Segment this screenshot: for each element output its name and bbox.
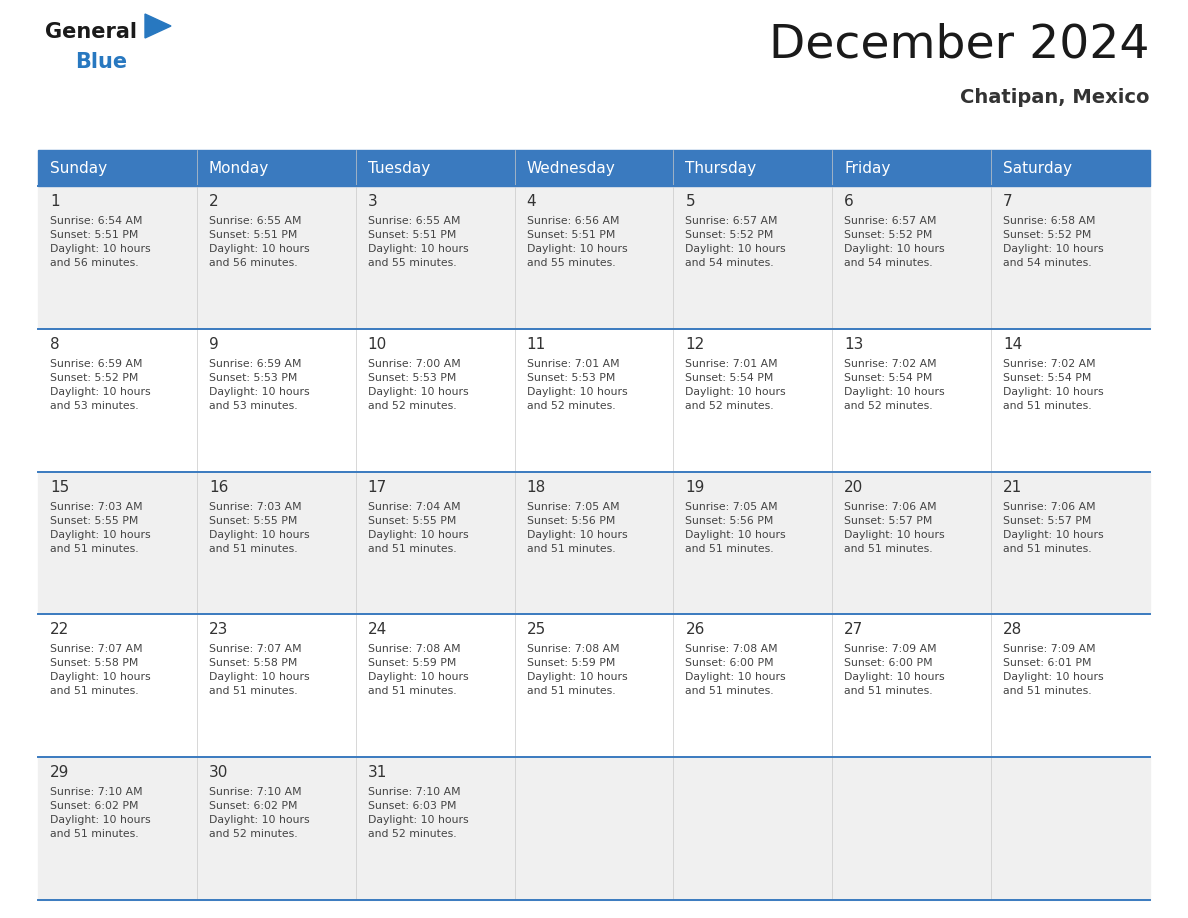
Text: 8: 8 [50,337,59,352]
Text: Blue: Blue [75,52,127,72]
Text: Sunrise: 7:05 AM
Sunset: 5:56 PM
Daylight: 10 hours
and 51 minutes.: Sunrise: 7:05 AM Sunset: 5:56 PM Dayligh… [685,501,786,554]
Text: Sunrise: 7:08 AM
Sunset: 5:59 PM
Daylight: 10 hours
and 51 minutes.: Sunrise: 7:08 AM Sunset: 5:59 PM Dayligh… [368,644,468,697]
Text: Sunrise: 6:54 AM
Sunset: 5:51 PM
Daylight: 10 hours
and 56 minutes.: Sunrise: 6:54 AM Sunset: 5:51 PM Dayligh… [50,216,151,268]
Text: Sunrise: 7:03 AM
Sunset: 5:55 PM
Daylight: 10 hours
and 51 minutes.: Sunrise: 7:03 AM Sunset: 5:55 PM Dayligh… [209,501,310,554]
Text: 24: 24 [368,622,387,637]
Text: 29: 29 [50,766,69,780]
Text: 26: 26 [685,622,704,637]
Text: 25: 25 [526,622,545,637]
Text: Sunrise: 7:00 AM
Sunset: 5:53 PM
Daylight: 10 hours
and 52 minutes.: Sunrise: 7:00 AM Sunset: 5:53 PM Dayligh… [368,359,468,410]
Text: Sunrise: 6:56 AM
Sunset: 5:51 PM
Daylight: 10 hours
and 55 minutes.: Sunrise: 6:56 AM Sunset: 5:51 PM Dayligh… [526,216,627,268]
Bar [38,186,1150,329]
Text: 30: 30 [209,766,228,780]
Text: 27: 27 [845,622,864,637]
Text: Sunrise: 6:59 AM
Sunset: 5:53 PM
Daylight: 10 hours
and 53 minutes.: Sunrise: 6:59 AM Sunset: 5:53 PM Dayligh… [209,359,310,410]
Text: Sunrise: 6:57 AM
Sunset: 5:52 PM
Daylight: 10 hours
and 54 minutes.: Sunrise: 6:57 AM Sunset: 5:52 PM Dayligh… [845,216,944,268]
Bar [38,472,1150,614]
Text: 10: 10 [368,337,387,352]
Text: Sunrise: 7:06 AM
Sunset: 5:57 PM
Daylight: 10 hours
and 51 minutes.: Sunrise: 7:06 AM Sunset: 5:57 PM Dayligh… [1003,501,1104,554]
Text: Sunday: Sunday [50,161,107,175]
Text: Sunrise: 7:03 AM
Sunset: 5:55 PM
Daylight: 10 hours
and 51 minutes.: Sunrise: 7:03 AM Sunset: 5:55 PM Dayligh… [50,501,151,554]
Text: Sunrise: 7:09 AM
Sunset: 6:00 PM
Daylight: 10 hours
and 51 minutes.: Sunrise: 7:09 AM Sunset: 6:00 PM Dayligh… [845,644,944,697]
Text: Sunrise: 7:05 AM
Sunset: 5:56 PM
Daylight: 10 hours
and 51 minutes.: Sunrise: 7:05 AM Sunset: 5:56 PM Dayligh… [526,501,627,554]
Text: 16: 16 [209,479,228,495]
Text: December 2024: December 2024 [770,22,1150,67]
Text: Sunrise: 6:55 AM
Sunset: 5:51 PM
Daylight: 10 hours
and 55 minutes.: Sunrise: 6:55 AM Sunset: 5:51 PM Dayligh… [368,216,468,268]
Text: 20: 20 [845,479,864,495]
Text: Friday: Friday [845,161,891,175]
Text: Sunrise: 7:02 AM
Sunset: 5:54 PM
Daylight: 10 hours
and 51 minutes.: Sunrise: 7:02 AM Sunset: 5:54 PM Dayligh… [1003,359,1104,410]
Text: Tuesday: Tuesday [368,161,430,175]
Text: Wednesday: Wednesday [526,161,615,175]
Text: Sunrise: 7:06 AM
Sunset: 5:57 PM
Daylight: 10 hours
and 51 minutes.: Sunrise: 7:06 AM Sunset: 5:57 PM Dayligh… [845,501,944,554]
Text: Sunrise: 7:01 AM
Sunset: 5:53 PM
Daylight: 10 hours
and 52 minutes.: Sunrise: 7:01 AM Sunset: 5:53 PM Dayligh… [526,359,627,410]
Text: Sunrise: 7:01 AM
Sunset: 5:54 PM
Daylight: 10 hours
and 52 minutes.: Sunrise: 7:01 AM Sunset: 5:54 PM Dayligh… [685,359,786,410]
Bar [38,614,1150,757]
Text: Sunrise: 7:02 AM
Sunset: 5:54 PM
Daylight: 10 hours
and 52 minutes.: Sunrise: 7:02 AM Sunset: 5:54 PM Dayligh… [845,359,944,410]
Text: Sunrise: 7:08 AM
Sunset: 6:00 PM
Daylight: 10 hours
and 51 minutes.: Sunrise: 7:08 AM Sunset: 6:00 PM Dayligh… [685,644,786,697]
Text: 3: 3 [368,194,378,209]
Bar [38,757,1150,900]
Text: Sunrise: 7:10 AM
Sunset: 6:03 PM
Daylight: 10 hours
and 52 minutes.: Sunrise: 7:10 AM Sunset: 6:03 PM Dayligh… [368,788,468,839]
Text: Monday: Monday [209,161,270,175]
Text: 23: 23 [209,622,228,637]
Text: 1: 1 [50,194,59,209]
Text: 9: 9 [209,337,219,352]
Text: 7: 7 [1003,194,1012,209]
Text: Sunrise: 7:10 AM
Sunset: 6:02 PM
Daylight: 10 hours
and 51 minutes.: Sunrise: 7:10 AM Sunset: 6:02 PM Dayligh… [50,788,151,839]
Bar [38,329,1150,472]
Text: Sunrise: 7:10 AM
Sunset: 6:02 PM
Daylight: 10 hours
and 52 minutes.: Sunrise: 7:10 AM Sunset: 6:02 PM Dayligh… [209,788,310,839]
Text: 6: 6 [845,194,854,209]
Text: 14: 14 [1003,337,1023,352]
Text: 18: 18 [526,479,545,495]
Text: Sunrise: 7:07 AM
Sunset: 5:58 PM
Daylight: 10 hours
and 51 minutes.: Sunrise: 7:07 AM Sunset: 5:58 PM Dayligh… [50,644,151,697]
Text: Sunrise: 7:08 AM
Sunset: 5:59 PM
Daylight: 10 hours
and 51 minutes.: Sunrise: 7:08 AM Sunset: 5:59 PM Dayligh… [526,644,627,697]
Text: Sunrise: 6:55 AM
Sunset: 5:51 PM
Daylight: 10 hours
and 56 minutes.: Sunrise: 6:55 AM Sunset: 5:51 PM Dayligh… [209,216,310,268]
Text: 13: 13 [845,337,864,352]
Text: 11: 11 [526,337,545,352]
Text: 31: 31 [368,766,387,780]
Text: Sunrise: 6:58 AM
Sunset: 5:52 PM
Daylight: 10 hours
and 54 minutes.: Sunrise: 6:58 AM Sunset: 5:52 PM Dayligh… [1003,216,1104,268]
Text: Sunrise: 7:09 AM
Sunset: 6:01 PM
Daylight: 10 hours
and 51 minutes.: Sunrise: 7:09 AM Sunset: 6:01 PM Dayligh… [1003,644,1104,697]
Text: 17: 17 [368,479,387,495]
Text: 19: 19 [685,479,704,495]
Text: 5: 5 [685,194,695,209]
Text: Thursday: Thursday [685,161,757,175]
Text: 12: 12 [685,337,704,352]
Polygon shape [145,14,171,38]
Text: 22: 22 [50,622,69,637]
Text: Sunrise: 6:59 AM
Sunset: 5:52 PM
Daylight: 10 hours
and 53 minutes.: Sunrise: 6:59 AM Sunset: 5:52 PM Dayligh… [50,359,151,410]
Text: 4: 4 [526,194,536,209]
Text: 21: 21 [1003,479,1023,495]
Bar [38,150,1150,186]
Text: General: General [45,22,137,42]
Text: 28: 28 [1003,622,1023,637]
Text: Sunrise: 6:57 AM
Sunset: 5:52 PM
Daylight: 10 hours
and 54 minutes.: Sunrise: 6:57 AM Sunset: 5:52 PM Dayligh… [685,216,786,268]
Text: Saturday: Saturday [1003,161,1072,175]
Text: Sunrise: 7:07 AM
Sunset: 5:58 PM
Daylight: 10 hours
and 51 minutes.: Sunrise: 7:07 AM Sunset: 5:58 PM Dayligh… [209,644,310,697]
Text: 15: 15 [50,479,69,495]
Text: 2: 2 [209,194,219,209]
Text: Sunrise: 7:04 AM
Sunset: 5:55 PM
Daylight: 10 hours
and 51 minutes.: Sunrise: 7:04 AM Sunset: 5:55 PM Dayligh… [368,501,468,554]
Text: Chatipan, Mexico: Chatipan, Mexico [961,88,1150,107]
